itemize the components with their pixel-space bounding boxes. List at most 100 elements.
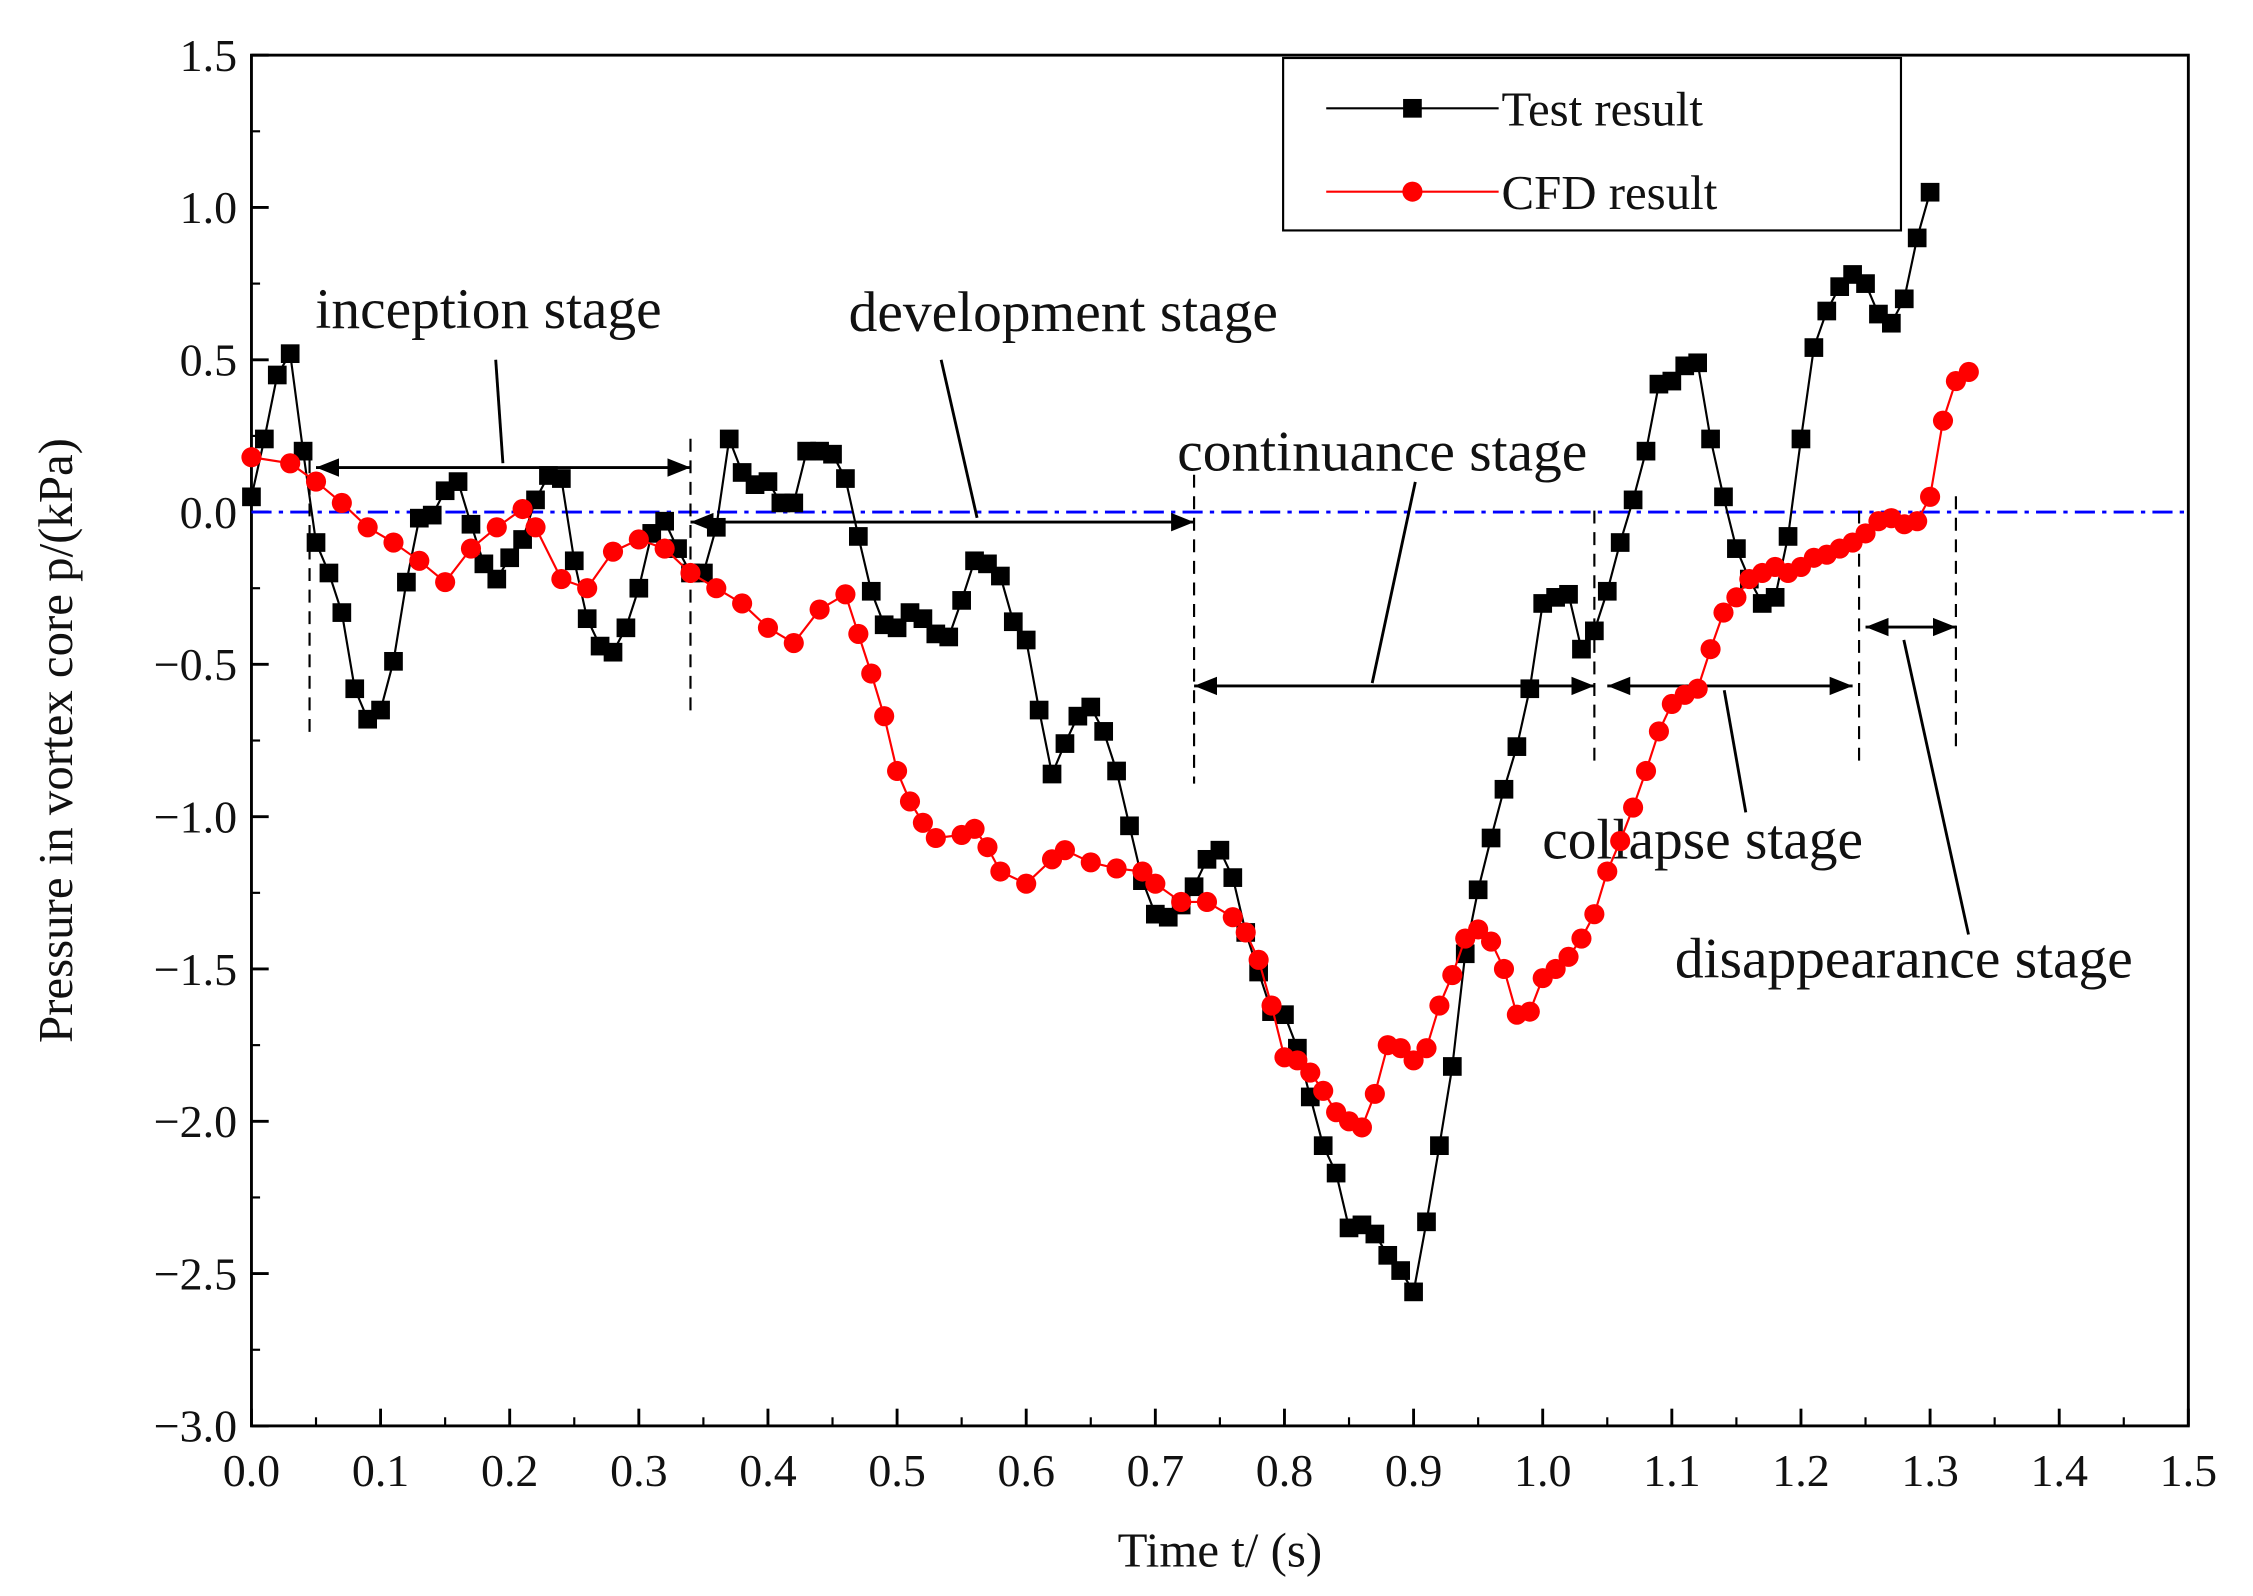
y-tick-label: 1.0 [180,182,237,233]
data-point [1351,1117,1372,1138]
data-point [474,554,494,574]
data-point [732,593,753,614]
y-tick-label: −1.0 [154,791,237,842]
y-tick-label: −2.5 [154,1248,237,1299]
data-point [383,532,404,553]
data-point [1055,734,1075,753]
data-point [823,444,842,464]
data-point [1080,852,1101,873]
data-point [784,493,804,513]
x-tick-label: 0.9 [1385,1445,1442,1496]
data-point [1610,830,1631,852]
x-tick-label: 1.3 [1901,1445,1958,1496]
data-point [1442,965,1463,986]
x-tick-label: 1.0 [1514,1445,1571,1496]
data-point [345,679,365,699]
legend-label: Test result [1502,82,1704,137]
data-point [719,429,739,449]
x-tick-label: 0.8 [1256,1445,1313,1496]
data-point [397,572,416,592]
data-point [1145,873,1166,894]
data-point [964,818,985,839]
data-point [1094,722,1114,741]
data-point [706,578,727,599]
data-point [1856,274,1875,293]
data-point [1636,441,1656,461]
data-point [991,566,1010,586]
data-point [293,441,313,461]
data-point [577,578,598,599]
data-point [487,569,507,589]
data-point [1016,630,1036,650]
data-point [460,538,482,559]
data-point [1364,1083,1385,1104]
data-point [525,517,546,538]
data-point [1597,861,1618,882]
data-point [305,471,327,492]
data-point [1610,533,1630,552]
data-point [1519,1001,1540,1022]
data-point [1920,486,1941,507]
data-point [939,627,959,647]
stage-label: continuance stage [1177,420,1587,483]
legend-marker [1403,98,1422,118]
data-point [603,642,623,662]
data-point [1106,858,1127,879]
data-point [1687,678,1708,699]
data-point [1081,697,1101,717]
annotation-pointer [1722,689,1748,813]
data-point [887,760,908,782]
data-point [1597,581,1617,601]
data-point [1907,228,1927,248]
x-tick-label: 0.2 [481,1445,538,1496]
data-point [990,861,1011,882]
data-point [1222,907,1243,928]
x-tick-label: 0.5 [868,1445,925,1496]
plot-frame [250,53,2190,1428]
data-point [1791,429,1811,449]
x-tick-label: 1.5 [2160,1445,2217,1496]
data-point [371,700,390,720]
data-point [1210,840,1230,860]
data-point [1765,588,1785,607]
data-point [1804,338,1824,357]
data-point [1378,1245,1398,1265]
y-tick-label: 0.0 [180,487,237,538]
data-point [1107,761,1126,781]
x-tick-label: 0.3 [610,1445,667,1496]
data-point [1778,527,1798,546]
data-point [255,429,274,449]
y-tick-label: −3.0 [154,1401,237,1452]
data-point [1585,621,1604,641]
data-point [461,514,481,534]
data-point [267,365,287,385]
data-point [861,581,881,601]
data-point [1016,873,1037,894]
data-point [1932,410,1954,431]
data-point [1365,1224,1385,1244]
data-point [1054,840,1076,861]
data-point [680,562,701,584]
data-point [552,469,571,488]
data-point [848,623,869,644]
data-point [1545,958,1566,980]
data-point [1417,1212,1436,1232]
y-tick-label: −1.5 [154,944,237,995]
data-point [1958,361,1979,382]
x-tick-label: 1.1 [1643,1445,1700,1496]
legend-label: CFD result [1502,165,1718,220]
data-point [913,609,933,629]
data-point [1003,612,1023,632]
data-point [655,511,674,531]
data-point [435,572,456,593]
data-point [1907,511,1928,532]
data-point [1313,1080,1334,1101]
data-point [1029,700,1049,720]
data-point [706,517,726,537]
data-point [835,584,856,605]
stage-label: development stage [849,281,1278,344]
data-point [1494,779,1514,799]
data-point [1120,816,1139,836]
data-point [1635,760,1657,782]
annotation-pointer [1370,481,1417,684]
